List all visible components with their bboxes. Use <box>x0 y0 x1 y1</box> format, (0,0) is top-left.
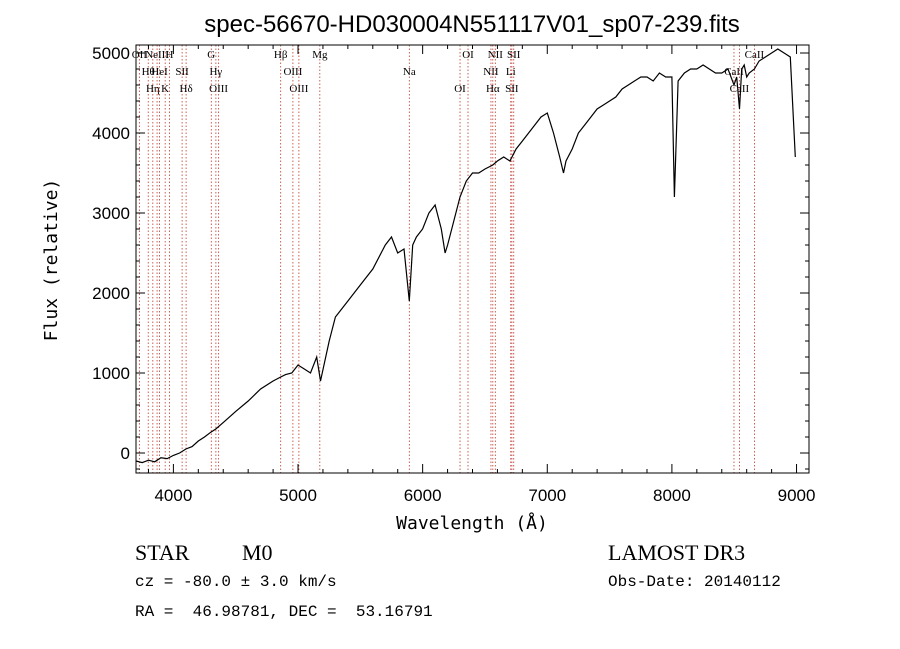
marker-label-10: Hγ <box>209 66 222 78</box>
object-type: STAR <box>135 540 190 565</box>
y-tick-label-5: 5000 <box>92 44 130 63</box>
marker-label-6: H <box>166 49 174 61</box>
marker-label-27: CaII <box>745 49 765 61</box>
x-tick-label-2: 6000 <box>404 486 442 505</box>
marker-label-13: OIII <box>283 66 302 78</box>
x-tick-label-4: 8000 <box>653 486 691 505</box>
y-tick-label-0: 0 <box>121 444 130 463</box>
x-tick-label-3: 7000 <box>528 486 566 505</box>
marker-label-18: OI <box>462 49 474 61</box>
plot-frame <box>135 44 810 474</box>
x-tick-label-0: 4000 <box>154 486 192 505</box>
marker-label-7: SII <box>175 66 189 78</box>
marker-label-15: Mg <box>312 49 328 61</box>
marker-label-16: Na <box>403 66 416 78</box>
survey-name: LAMOST DR3 <box>608 540 746 565</box>
spectrum-series <box>135 48 796 464</box>
y-axis: 0 1000 2000 3000 4000 5000 <box>92 44 809 470</box>
marker-label-11: OIII <box>209 83 228 95</box>
marker-label-22: Li <box>506 66 516 78</box>
marker-label-19: NII <box>483 66 499 78</box>
y-axis-label: Flux (relative) <box>41 179 62 342</box>
x-axis: 4000 5000 6000 7000 8000 9000 <box>147 45 816 505</box>
marker-label-17: OI <box>454 83 466 95</box>
marker-label-24: SII <box>507 49 521 61</box>
line-markers <box>138 45 755 473</box>
marker-label-1: Hθ <box>142 66 155 78</box>
x-tick-label-5: 9000 <box>778 486 816 505</box>
marker-label-8: Hδ <box>180 83 193 95</box>
marker-label-25: CaII <box>724 66 744 78</box>
marker-label-14: OIII <box>289 83 308 95</box>
y-tick-label-4: 4000 <box>92 124 130 143</box>
line-marker-labels: OIIHθHηNeIIIHeIKHSIIHδGHγOIIIHβOIIIOIIIM… <box>132 49 765 95</box>
obs-date: Obs-Date: 20140112 <box>608 573 781 591</box>
marker-label-20: Hα <box>486 83 500 95</box>
marker-label-23: SII <box>505 83 519 95</box>
subclass: M0 <box>242 540 273 565</box>
y-tick-label-3: 3000 <box>92 204 130 223</box>
marker-label-9: G <box>207 49 215 61</box>
marker-label-12: Hβ <box>274 49 288 61</box>
x-tick-label-1: 5000 <box>279 486 317 505</box>
marker-label-5: K <box>161 83 169 95</box>
redshift-cz: cz = -80.0 ± 3.0 km/s <box>135 573 337 591</box>
chart-title: spec-56670-HD030004N551117V01_sp07-239.f… <box>204 11 740 38</box>
marker-label-4: HeI <box>151 66 168 78</box>
y-tick-label-1: 1000 <box>92 364 130 383</box>
marker-label-21: NII <box>488 49 504 61</box>
marker-label-26: CaII <box>730 83 750 95</box>
marker-label-3: NeIII <box>145 49 169 61</box>
marker-label-2: Hη <box>146 83 160 95</box>
y-tick-label-2: 2000 <box>92 284 130 303</box>
x-axis-label: Wavelength (Å) <box>396 512 548 534</box>
coordinates: RA = 46.98781, DEC = 53.16791 <box>135 603 433 621</box>
